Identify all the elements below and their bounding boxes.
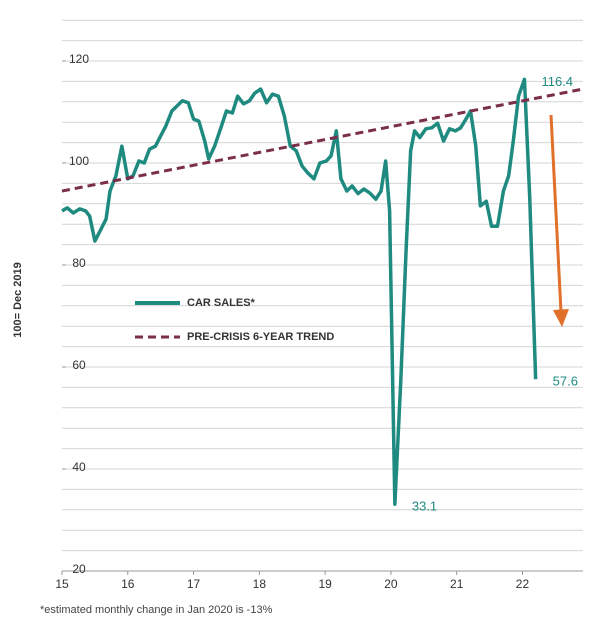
y-tick-label: 100 xyxy=(69,154,89,168)
legend-label: CAR SALES* xyxy=(187,297,256,309)
x-tick-label: 15 xyxy=(55,577,69,591)
arrow-head xyxy=(553,309,569,327)
x-tick-label: 19 xyxy=(318,577,332,591)
y-tick-label: 40 xyxy=(72,460,86,474)
x-tick-label: 18 xyxy=(253,577,267,591)
grid xyxy=(61,19,583,575)
value-label: 33.1 xyxy=(412,499,437,514)
x-tick-label: 17 xyxy=(187,577,201,591)
y-tick-label: 60 xyxy=(72,358,86,372)
series-line xyxy=(61,77,538,506)
x-tick-label: 16 xyxy=(121,577,135,591)
y-tick-label: 80 xyxy=(72,256,86,270)
legend-label: PRE-CRISIS 6-YEAR TREND xyxy=(187,331,334,343)
arrow xyxy=(549,114,563,313)
y-tick-label: 20 xyxy=(72,562,86,576)
marks xyxy=(61,77,584,506)
y-tick-label: 120 xyxy=(69,52,89,66)
value-label: 116.4 xyxy=(541,74,573,89)
series-line xyxy=(61,87,584,193)
footnote: *estimated monthly change in Jan 2020 is… xyxy=(40,604,273,616)
value-label: 57.6 xyxy=(553,374,578,389)
x-tick-label: 21 xyxy=(450,577,464,591)
x-tick-label: 20 xyxy=(384,577,398,591)
y-axis-label: 100= Dec 2019 xyxy=(12,262,24,338)
x-tick-label: 22 xyxy=(516,577,530,591)
